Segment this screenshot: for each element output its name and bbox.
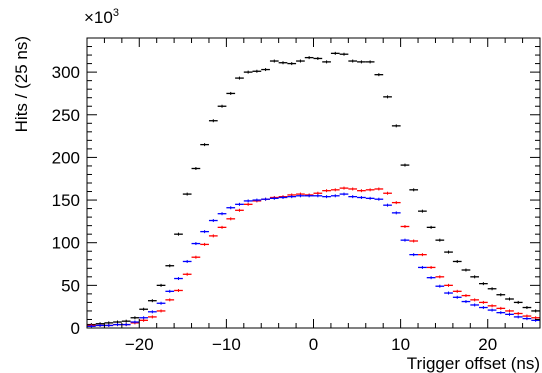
series-1 (87, 186, 540, 327)
y-tick-label: 0 (71, 319, 80, 338)
y-axis-label: Hits / (25 ns) (12, 36, 31, 132)
y-tick-label: 250 (52, 106, 80, 125)
data-marks (87, 51, 540, 328)
x-tick-label: 0 (309, 335, 318, 354)
y-tick-label: 100 (52, 234, 80, 253)
y-axis-multiplier: ×103 (84, 7, 119, 27)
series-2 (87, 192, 540, 328)
x-tick-label: −10 (212, 335, 241, 354)
y-tick-label: 150 (52, 191, 80, 210)
plot-frame (86, 37, 541, 329)
x-tick-label: −20 (125, 335, 154, 354)
y-tick-label: 200 (52, 148, 80, 167)
x-tick-label: 20 (478, 335, 497, 354)
y-tick-label: 300 (52, 63, 80, 82)
series-0 (87, 51, 540, 327)
y-tick-label: 50 (61, 276, 80, 295)
x-axis-label: Trigger offset (ns) (407, 354, 540, 373)
x-tick-label: 10 (391, 335, 410, 354)
